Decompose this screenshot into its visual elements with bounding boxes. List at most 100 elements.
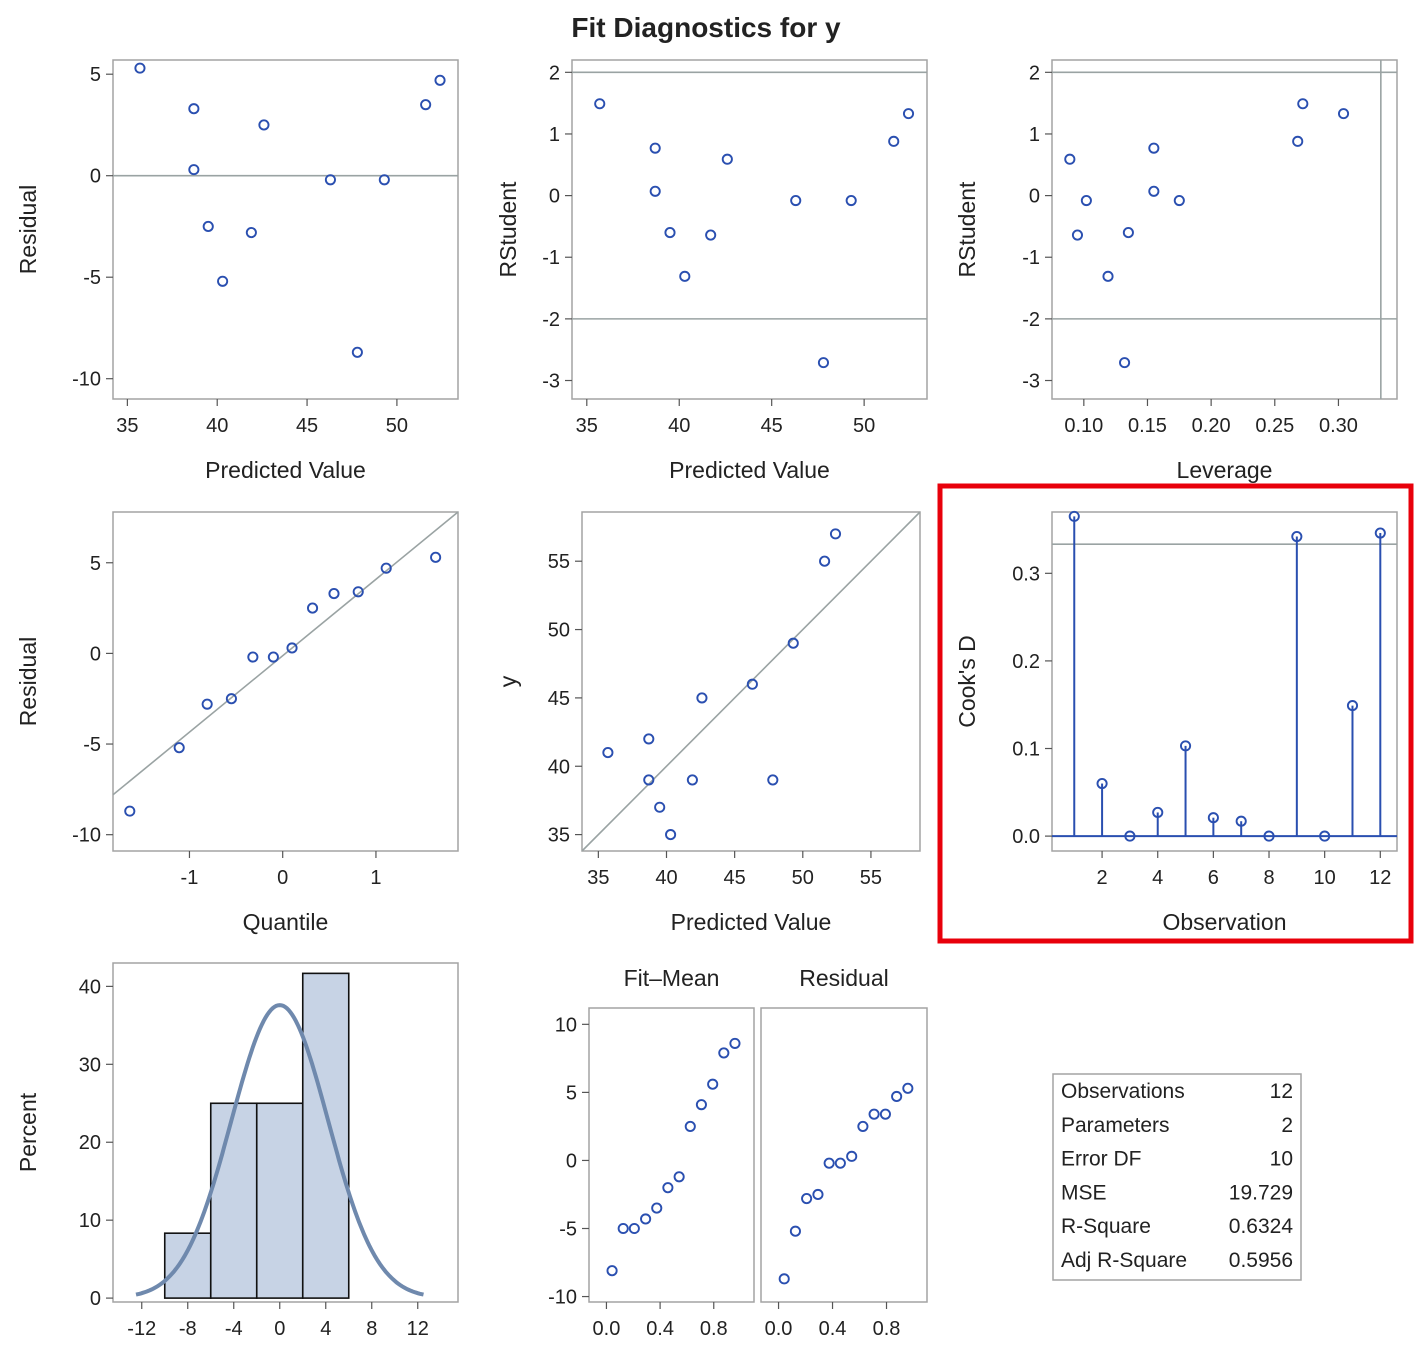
x-tick-label: -8 bbox=[179, 1318, 197, 1340]
y-axis-label: Cook's D bbox=[954, 635, 980, 728]
data-point bbox=[594, 98, 606, 110]
y-tick-label: -10 bbox=[72, 825, 101, 847]
y-tick-label: -2 bbox=[1022, 309, 1040, 331]
data-point bbox=[1102, 270, 1114, 282]
data-point bbox=[695, 1099, 707, 1111]
y-tick-label: 0 bbox=[1029, 186, 1040, 208]
data-point bbox=[1080, 194, 1092, 207]
data-point bbox=[1148, 142, 1160, 154]
data-point bbox=[673, 1171, 685, 1183]
x-tick-label: 55 bbox=[860, 867, 882, 889]
data-point bbox=[679, 270, 691, 282]
x-tick-label: 0.20 bbox=[1192, 415, 1231, 437]
data-point bbox=[602, 747, 614, 759]
x-tick-label: 35 bbox=[576, 415, 598, 437]
data-point bbox=[617, 1222, 629, 1235]
x-tick-label: 0.8 bbox=[700, 1318, 728, 1340]
plot-p2: 35 40 45 50 -3 -2 -1 0 1 2 Predicted Value RStudent bbox=[495, 59, 928, 483]
y-tick-label: -1 bbox=[542, 247, 560, 269]
x-axis-label: Quantile bbox=[243, 909, 329, 935]
x-tick-label: 0.0 bbox=[765, 1318, 793, 1340]
x-tick-label: 0 bbox=[277, 867, 288, 889]
data-point bbox=[891, 1090, 903, 1103]
data-point bbox=[286, 642, 298, 654]
data-point bbox=[1319, 830, 1331, 842]
data-point bbox=[902, 1082, 914, 1094]
x-axis-label: Predicted Value bbox=[671, 909, 832, 935]
y-tick-label: -2 bbox=[542, 309, 560, 331]
x-tick-label: 40 bbox=[655, 867, 677, 889]
data-point bbox=[686, 774, 698, 786]
y-tick-label: 2 bbox=[1029, 62, 1040, 84]
x-tick-label: 50 bbox=[792, 867, 814, 889]
data-point bbox=[819, 555, 831, 567]
plot-frame bbox=[571, 59, 928, 400]
fit-stat-label: MSE bbox=[1061, 1181, 1107, 1204]
y-tick-label: 0 bbox=[549, 186, 560, 208]
data-point bbox=[696, 692, 708, 704]
y-axis-label: Residual bbox=[15, 185, 41, 275]
y-tick-label: 20 bbox=[79, 1132, 101, 1154]
plot-p1: 35 40 45 50 -10 -5 0 5 Predicted Value Residual bbox=[15, 59, 459, 483]
data-point bbox=[245, 226, 257, 239]
histogram-bar bbox=[301, 972, 350, 1299]
y-tick-label: 5 bbox=[90, 64, 101, 86]
x-tick-label: 10 bbox=[1314, 867, 1336, 889]
histogram-bar bbox=[163, 1232, 212, 1299]
data-point bbox=[628, 1222, 640, 1235]
y-tick-label: 1 bbox=[1029, 124, 1040, 146]
fit-stat-label: Parameters bbox=[1061, 1114, 1170, 1137]
x-tick-label: 40 bbox=[668, 415, 690, 437]
fit-stat-label: R-Square bbox=[1061, 1215, 1151, 1238]
data-point bbox=[1064, 153, 1076, 165]
y-tick-label: 5 bbox=[566, 1082, 577, 1104]
x-tick-label: 0.10 bbox=[1064, 415, 1103, 437]
plot-frame bbox=[112, 59, 459, 400]
x-tick-label: -1 bbox=[181, 867, 199, 889]
data-point bbox=[789, 1225, 801, 1237]
fit-statistics-table: Observations 12 Parameters 2 Error DF 10 MSE 19… bbox=[1052, 1073, 1302, 1281]
data-point bbox=[1071, 229, 1084, 241]
data-point bbox=[247, 651, 259, 663]
y-axis-label: y bbox=[495, 675, 521, 687]
data-point bbox=[134, 62, 146, 74]
x-tick-label: 40 bbox=[206, 415, 228, 437]
data-point bbox=[817, 357, 830, 369]
fit-stat-value: 12 bbox=[1270, 1080, 1293, 1103]
x-tick-label: 0.30 bbox=[1319, 415, 1358, 437]
data-point bbox=[1122, 227, 1134, 239]
x-tick-label: 0.0 bbox=[593, 1318, 621, 1340]
x-tick-label: 2 bbox=[1097, 867, 1108, 889]
y-tick-label: -10 bbox=[72, 369, 101, 391]
x-tick-label: 35 bbox=[116, 415, 138, 437]
data-point bbox=[879, 1108, 891, 1120]
data-point bbox=[845, 194, 857, 207]
plot-frame bbox=[112, 511, 459, 852]
data-point bbox=[857, 1120, 869, 1132]
data-point bbox=[787, 637, 799, 649]
data-point bbox=[1152, 806, 1164, 819]
y-tick-label: 10 bbox=[79, 1210, 101, 1232]
data-point bbox=[173, 742, 185, 754]
data-point bbox=[801, 1193, 813, 1205]
plot-p8a: 0.0 0.4 0.8 -10 -5 0 5 10 Fit–Mean bbox=[548, 965, 755, 1340]
data-point bbox=[1337, 108, 1350, 120]
x-tick-label: 50 bbox=[853, 415, 875, 437]
plot-p8b: 0.0 0.4 0.8 Residual bbox=[760, 965, 928, 1340]
data-point bbox=[823, 1157, 835, 1169]
x-tick-label: 1 bbox=[370, 867, 381, 889]
plot-p3: 0.10 0.15 0.20 0.25 0.30 -3 -2 -1 0 1 2 Leverage RSt… bbox=[954, 59, 1398, 483]
plot-frame bbox=[1051, 59, 1398, 400]
data-point bbox=[902, 108, 915, 120]
x-tick-label: 0.4 bbox=[646, 1318, 674, 1340]
y-tick-label: 40 bbox=[79, 976, 101, 998]
data-point bbox=[729, 1037, 741, 1049]
data-point bbox=[643, 774, 655, 786]
fit-stat-label: Error DF bbox=[1061, 1148, 1142, 1171]
x-tick-label: 0.4 bbox=[819, 1318, 847, 1340]
x-tick-label: 0.8 bbox=[873, 1318, 901, 1340]
data-point bbox=[1179, 740, 1192, 752]
data-point bbox=[721, 153, 733, 165]
